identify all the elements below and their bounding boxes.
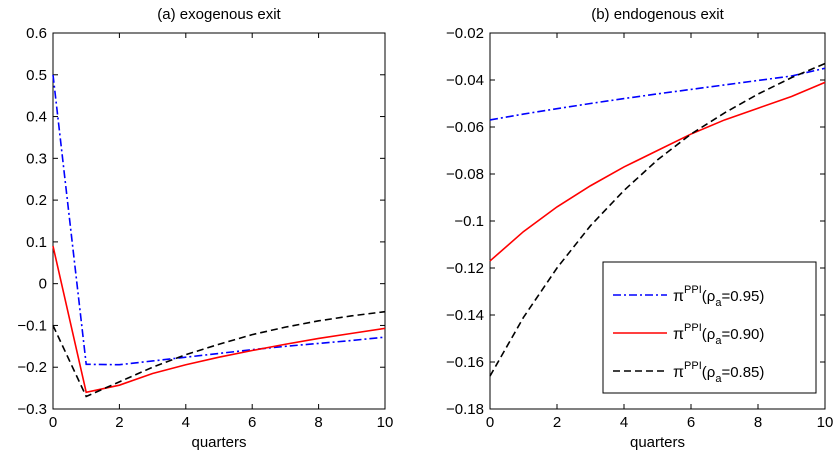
x-tick-label: 4: [182, 414, 190, 431]
panel-b-title: (b) endogenous exit: [591, 6, 724, 23]
panel-a-plot-area: [52, 32, 386, 410]
y-tick-label: −0.08: [446, 166, 484, 183]
x-tick-label: 0: [486, 414, 494, 431]
x-tick-label: 8: [314, 414, 322, 431]
y-tick-label: 0.4: [26, 109, 47, 126]
series-line-2: [489, 81, 826, 262]
legend-label: πPPI(ρa=0.90): [673, 322, 764, 347]
x-tick-label: 4: [620, 414, 628, 431]
legend-label: πPPI(ρa=0.85): [673, 360, 764, 385]
panel-a-xlabel: quarters: [191, 434, 246, 451]
panel-b-xlabel: quarters: [630, 434, 685, 451]
panel-b-ticks: 0 2 4 6 8 10 −0.18 −0.16 −0.14 −0.12 −0.1 −0.08 −0.0…: [446, 25, 833, 431]
y-tick-label: −0.06: [446, 119, 484, 136]
series-line-3: [52, 310, 386, 398]
x-tick-label: 10: [817, 414, 834, 431]
y-tick-label: −0.04: [446, 72, 484, 89]
x-tick-label: 10: [377, 414, 394, 431]
x-tick-label: 8: [754, 414, 762, 431]
x-tick-label: 6: [248, 414, 256, 431]
y-tick-label: −0.3: [17, 401, 47, 418]
y-tick-label: −0.12: [446, 260, 484, 277]
x-tick-label: 6: [687, 414, 695, 431]
x-tick-label: 2: [115, 414, 123, 431]
y-tick-label: 0.2: [26, 192, 47, 209]
y-tick-label: −0.14: [446, 307, 484, 324]
y-tick-label: 0.3: [26, 150, 47, 167]
y-tick-label: 0.5: [26, 67, 47, 84]
y-tick-label: −0.16: [446, 354, 484, 371]
y-tick-label: −0.02: [446, 25, 484, 42]
y-tick-label: 0: [39, 276, 47, 293]
panel-b-lines: [489, 62, 826, 377]
panel-a-title: (a) exogenous exit: [157, 6, 281, 23]
x-tick-label: 0: [49, 414, 57, 431]
series-line-3: [489, 62, 826, 377]
y-tick-label: −0.18: [446, 401, 484, 418]
y-tick-label: −0.1: [17, 317, 47, 334]
panel-endogenous-exit: (b) endogenous exit quarters 0 2 4 6 8 10 −0.1…: [446, 6, 833, 451]
y-tick-label: −0.1: [454, 213, 484, 230]
legend: πPPI(ρa=0.95) πPPI(ρa=0.90) πPPI(ρa=0.85): [602, 261, 817, 394]
y-tick-label: 0.6: [26, 25, 47, 42]
panel-a-lines: [52, 74, 386, 398]
y-tick-label: −0.2: [17, 359, 47, 376]
x-tick-label: 2: [553, 414, 561, 431]
y-tick-label: 0.1: [26, 234, 47, 251]
panel-exogenous-exit: (a) exogenous exit quarters 0 2 4 6 8 10 −0.3 −…: [17, 6, 393, 451]
legend-label: πPPI(ρa=0.95): [673, 284, 764, 309]
